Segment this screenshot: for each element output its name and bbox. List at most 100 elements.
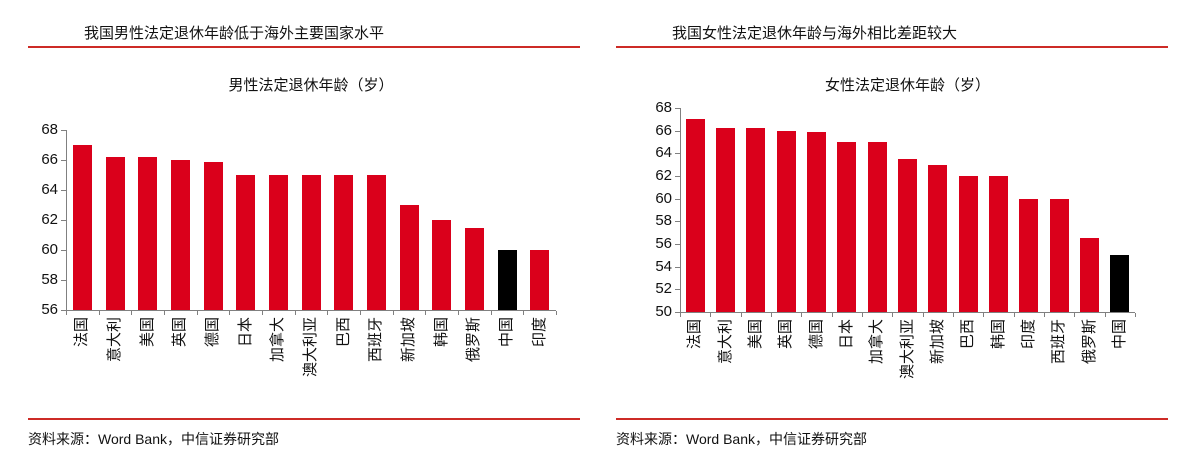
x-axis-tick bbox=[327, 311, 329, 315]
x-axis-category-label: 西班牙 bbox=[1050, 319, 1068, 365]
x-axis-category-label: 法国 bbox=[73, 317, 91, 348]
bar-意大利 bbox=[716, 128, 735, 312]
x-axis-tick bbox=[1135, 313, 1136, 317]
y-axis-tick-label: 64 bbox=[655, 144, 672, 162]
y-axis-tick bbox=[61, 310, 66, 311]
y-axis-tick-label: 66 bbox=[655, 121, 672, 139]
bar-新加坡 bbox=[928, 164, 948, 312]
y-axis-tick bbox=[675, 130, 680, 132]
x-axis-tick bbox=[131, 311, 133, 315]
y-axis-tick-label: 56 bbox=[41, 301, 58, 318]
x-axis-category-label: 西班牙 bbox=[367, 317, 385, 363]
x-axis-category-label: 印度 bbox=[1019, 319, 1037, 350]
x-axis-tick bbox=[953, 313, 954, 317]
y-axis-tick-label: 68 bbox=[655, 99, 672, 116]
male-retirement-age-chart: 男性法定退休年龄（岁） 68 66 64 62 60 58 56 法国 意大利 美国 英国 德国 日本加… bbox=[28, 0, 580, 418]
bar-法国 bbox=[72, 145, 92, 310]
x-axis-tick bbox=[680, 313, 681, 317]
x-axis-category-label: 巴西 bbox=[334, 317, 352, 348]
bar-加拿大 bbox=[268, 175, 288, 310]
bar-美国 bbox=[138, 157, 158, 310]
y-axis-tick bbox=[675, 221, 680, 223]
x-axis-category-label: 意大利 bbox=[716, 319, 734, 365]
x-axis-category-label: 澳大利亚 bbox=[302, 317, 319, 378]
x-axis-category-label: 俄罗斯 bbox=[1080, 319, 1098, 365]
x-axis-category-label: 巴西 bbox=[959, 319, 977, 350]
x-axis-tick bbox=[490, 311, 492, 315]
y-axis-tick-label: 60 bbox=[41, 241, 58, 258]
bar-德国 bbox=[203, 161, 223, 310]
y-axis-tick bbox=[61, 130, 66, 131]
bar-巴西 bbox=[334, 175, 354, 310]
x-axis-tick bbox=[66, 311, 67, 315]
y-axis-tick-label: 64 bbox=[41, 181, 58, 198]
bar-澳大利亚 bbox=[301, 175, 321, 310]
bar-美国 bbox=[746, 128, 766, 312]
x-axis-tick bbox=[862, 313, 863, 317]
bar-俄罗斯 bbox=[464, 227, 484, 310]
x-axis-tick bbox=[556, 311, 557, 315]
y-axis-tick-label: 50 bbox=[655, 303, 672, 320]
x-axis-tick bbox=[1104, 313, 1106, 317]
x-axis-category-label: 法国 bbox=[686, 319, 704, 350]
x-axis-category-label: 英国 bbox=[777, 319, 795, 350]
y-axis-tick bbox=[61, 160, 66, 161]
male-panel-header: 我国男性法定退休年龄低于海外主要国家水平 bbox=[84, 25, 385, 42]
x-axis-tick bbox=[229, 311, 231, 315]
bar-西班牙 bbox=[1049, 198, 1069, 312]
x-axis-tick bbox=[262, 311, 263, 315]
x-axis-category-label: 中国 bbox=[498, 317, 515, 348]
male-chart-title: 男性法定退休年龄（岁） bbox=[228, 77, 394, 94]
x-axis-category-label: 中国 bbox=[1110, 319, 1128, 350]
x-axis-category-label: 新加坡 bbox=[928, 319, 946, 365]
female-chart-panel: 我国女性法定退休年龄与海外相比差距较大 女性法定退休年龄（岁） 68 66 64 62… bbox=[616, 0, 1168, 476]
x-axis-category-label: 英国 bbox=[171, 317, 189, 348]
bar-西班牙 bbox=[366, 175, 386, 310]
x-axis-category-label: 加拿大 bbox=[868, 319, 886, 365]
y-axis-tick bbox=[61, 220, 66, 221]
bar-日本 bbox=[236, 175, 256, 310]
x-axis-tick bbox=[98, 311, 100, 315]
bar-印度 bbox=[530, 250, 550, 310]
bar-印度 bbox=[1019, 198, 1039, 312]
y-axis-tick-label: 52 bbox=[655, 280, 672, 298]
x-axis-tick bbox=[740, 313, 742, 317]
x-axis-tick bbox=[1044, 313, 1045, 317]
y-axis-tick-label: 62 bbox=[41, 211, 58, 228]
male-footer-rule bbox=[28, 418, 580, 420]
x-axis-category-label: 俄罗斯 bbox=[465, 317, 483, 363]
y-axis-tick bbox=[675, 312, 680, 313]
x-axis-category-label: 印度 bbox=[530, 317, 548, 348]
female-footer-rule bbox=[616, 418, 1168, 420]
x-axis-category-label: 美国 bbox=[138, 317, 156, 348]
y-axis-tick bbox=[675, 266, 680, 268]
x-axis-tick bbox=[360, 311, 361, 315]
y-axis-tick-label: 68 bbox=[41, 121, 58, 138]
y-axis-tick bbox=[675, 289, 680, 291]
x-axis-tick bbox=[801, 313, 803, 317]
bar-日本 bbox=[837, 142, 857, 312]
y-axis-tick bbox=[61, 280, 66, 281]
x-axis-tick bbox=[164, 311, 165, 315]
x-axis-category-label: 德国 bbox=[807, 319, 825, 350]
x-axis-tick bbox=[983, 313, 985, 317]
female-panel-header: 我国女性法定退休年龄与海外相比差距较大 bbox=[672, 25, 958, 42]
bar-highlight-china bbox=[497, 250, 517, 310]
bar-澳大利亚 bbox=[898, 159, 917, 312]
y-axis-tick bbox=[675, 108, 680, 109]
bar-巴西 bbox=[958, 176, 978, 312]
female-source-note: 资料来源：Word Bank，中信证券研究部 bbox=[616, 431, 867, 447]
x-axis-category-label: 新加坡 bbox=[400, 317, 417, 363]
y-axis-line bbox=[66, 130, 67, 310]
x-axis-tick bbox=[710, 313, 712, 317]
y-axis-tick-label: 66 bbox=[41, 151, 58, 168]
y-axis-tick-label: 58 bbox=[655, 212, 672, 230]
y-axis-tick-label: 56 bbox=[655, 235, 672, 252]
x-axis-category-label: 德国 bbox=[204, 317, 221, 348]
female-retirement-age-chart: 女性法定退休年龄（岁） 68 66 64 62 60 58 56 54 52 50 法国 意大利 美国英… bbox=[616, 0, 1168, 418]
y-axis-tick bbox=[675, 244, 680, 245]
y-axis-tick bbox=[61, 190, 66, 191]
bar-英国 bbox=[170, 160, 190, 310]
x-axis-tick bbox=[892, 313, 894, 317]
